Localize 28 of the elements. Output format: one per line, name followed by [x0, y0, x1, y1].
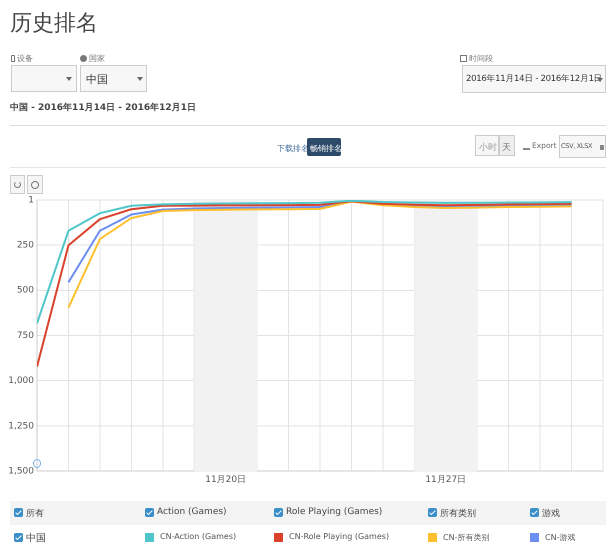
legend-label: CN-所有类别 — [443, 532, 490, 543]
y-tick-label: 250 — [16, 240, 34, 250]
y-tick-label: 500 — [16, 286, 34, 296]
legend-label: CN-Role Playing (Games) — [289, 532, 390, 541]
chart-title: 历史排名 — [10, 10, 98, 38]
text: 所有类别 — [440, 508, 476, 520]
x-tick-label: 11月27日 — [425, 474, 466, 485]
text: Action (Games) — [157, 507, 227, 517]
text: 国家 — [89, 53, 105, 64]
y-tick-label: 1 — [28, 195, 34, 206]
text: 小时 — [479, 142, 497, 154]
legend-label: CN-Action (Games) — [160, 532, 236, 541]
y-tick-label: 750 — [16, 330, 34, 341]
y-tick-label: 1,250 — [8, 421, 34, 432]
text: 天 — [502, 142, 511, 154]
text: 时间段 — [469, 53, 493, 64]
text: 畅销排名 — [310, 143, 342, 154]
text: 中国 — [86, 72, 108, 87]
text: Role Playing (Games) — [286, 507, 382, 517]
x-tick-label: 11月20日 — [205, 474, 246, 485]
text: 游戏 — [542, 508, 560, 520]
legend-label: CN-游戏 — [545, 532, 576, 543]
text: 中国 — [26, 532, 46, 545]
y-tick-label: 1,500 — [8, 466, 34, 477]
chart-subtitle: 中国 - 2016年11月14日 - 2016年12月1日 — [10, 101, 196, 114]
text: 设备 — [17, 53, 33, 64]
text: 所有 — [26, 508, 44, 520]
y-tick-label: 1,000 — [8, 376, 34, 386]
